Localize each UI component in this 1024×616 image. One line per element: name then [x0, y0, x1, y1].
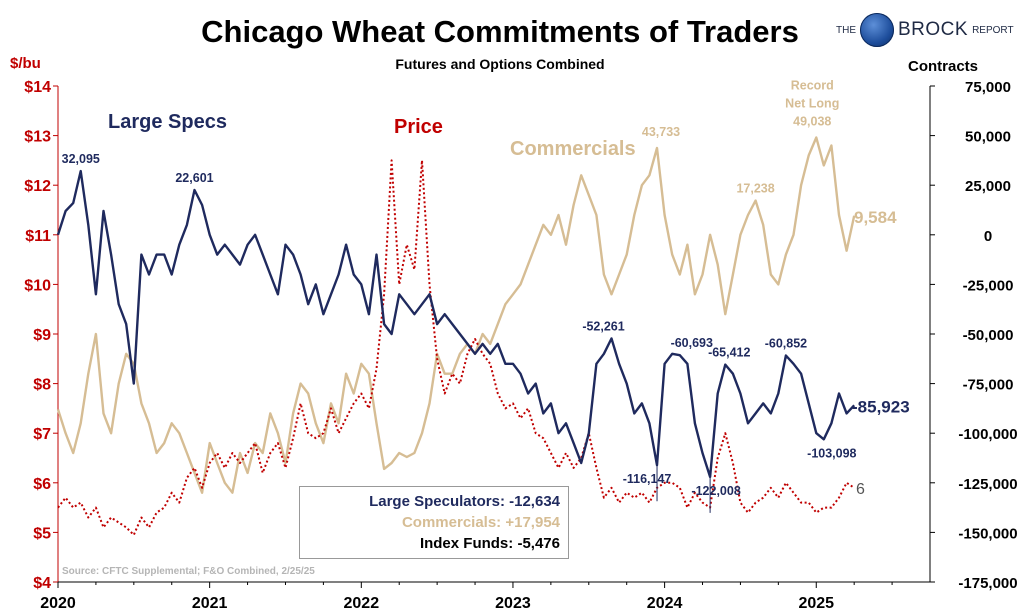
logo-suffix: REPORT	[972, 24, 1014, 36]
chart-labels: Large Specs Price Commercials 32,095 22,601 -…	[62, 79, 910, 513]
series-lines	[56, 136, 856, 536]
right-tick-label: 0	[984, 228, 992, 245]
series-end-label: 9,584	[854, 208, 897, 227]
x-tick-label: 2022	[344, 595, 380, 612]
series-line-price	[57, 159, 855, 536]
right-tick-label: 50,000	[965, 129, 1011, 146]
data-point-label: 32,095	[62, 152, 100, 166]
left-tick-label: $12	[24, 178, 51, 195]
right-tick-label: -175,000	[958, 575, 1017, 592]
summary-index-funds: Index Funds: -5,476	[308, 533, 560, 554]
left-tick-label: $11	[25, 228, 51, 245]
summary-comm-label: Commercials:	[401, 514, 502, 531]
chart-subtitle: Futures and Options Combined	[395, 56, 605, 72]
x-tick-label: 2021	[192, 595, 228, 612]
series-name-label: Commercials	[510, 138, 636, 160]
summary-specs-value: -12,634	[509, 493, 560, 510]
right-tick-label: -50,000	[963, 327, 1014, 344]
logo-the: THE	[836, 24, 856, 36]
data-point-label: Net Long	[785, 97, 839, 111]
right-tick-label: -75,000	[963, 377, 1014, 394]
left-tick-label: $9	[33, 327, 51, 344]
left-tick-label: $5	[33, 525, 51, 542]
left-tick-label: $7	[33, 426, 51, 443]
data-point-label: 43,733	[642, 125, 680, 139]
right-tick-label: 25,000	[965, 178, 1011, 195]
chart-title: Chicago Wheat Commitments of Traders	[201, 14, 799, 49]
right-tick-label: 75,000	[965, 79, 1011, 96]
left-tick-label: $14	[24, 79, 51, 96]
series-name-label: Price	[394, 116, 443, 138]
x-tick-label: 2020	[40, 595, 76, 612]
series-line-large-specs	[56, 169, 856, 479]
data-point-label: -60,693	[671, 336, 713, 350]
brand-logo: THE BROCK REPORT	[836, 10, 1014, 50]
logo-brand: BROCK	[898, 19, 969, 40]
axes: $4 $5 $6 $7 $8 $9 $10 $11 $12 $13 $14 -175,000 -150,…	[24, 79, 1017, 612]
data-point-label: 17,238	[736, 182, 774, 196]
data-point-label: Record	[791, 79, 834, 93]
data-point-label: -103,098	[807, 446, 856, 460]
data-point-label: -60,852	[765, 337, 807, 351]
data-point-label: -52,261	[582, 319, 624, 333]
data-point-label: -65,412	[708, 346, 750, 360]
source-note: Source: CFTC Supplemental; F&O Combined,…	[62, 566, 315, 577]
left-tick-label: $13	[24, 129, 51, 146]
summary-large-speculators: Large Speculators: -12,634	[308, 491, 560, 512]
data-point-label: -122,008	[691, 484, 740, 498]
right-tick-label: -100,000	[958, 426, 1017, 443]
left-tick-label: $4	[33, 575, 51, 592]
x-tick-label: 2023	[495, 595, 531, 612]
summary-commercials: Commercials: +17,954	[308, 512, 560, 533]
summary-index-value: -5,476	[517, 535, 560, 552]
globe-icon	[860, 13, 894, 47]
summary-comm-value: +17,954	[505, 514, 560, 531]
series-line-commercials	[56, 136, 856, 494]
series-end-label: 6	[856, 481, 865, 498]
data-point-label: -116,147	[623, 472, 672, 486]
summary-specs-label: Large Speculators:	[369, 493, 505, 510]
left-tick-label: $8	[33, 377, 51, 394]
x-tick-label: 2024	[647, 595, 683, 612]
summary-index-label: Index Funds:	[419, 535, 514, 552]
x-tick-label: 2025	[798, 595, 834, 612]
data-point-label: 49,038	[793, 115, 831, 129]
position-summary-box: Large Speculators: -12,634 Commercials: …	[299, 486, 569, 559]
series-end-label: -85,923	[852, 397, 910, 416]
series-name-label: Large Specs	[108, 111, 227, 133]
left-tick-label: $10	[24, 277, 51, 294]
data-point-label: 22,601	[175, 171, 213, 185]
right-axis-unit: Contracts	[908, 58, 979, 75]
left-tick-label: $6	[33, 476, 51, 493]
right-tick-label: -150,000	[958, 525, 1017, 542]
right-tick-label: -125,000	[958, 476, 1017, 493]
left-axis-unit: $/bu	[10, 55, 41, 72]
right-tick-label: -25,000	[963, 277, 1014, 294]
